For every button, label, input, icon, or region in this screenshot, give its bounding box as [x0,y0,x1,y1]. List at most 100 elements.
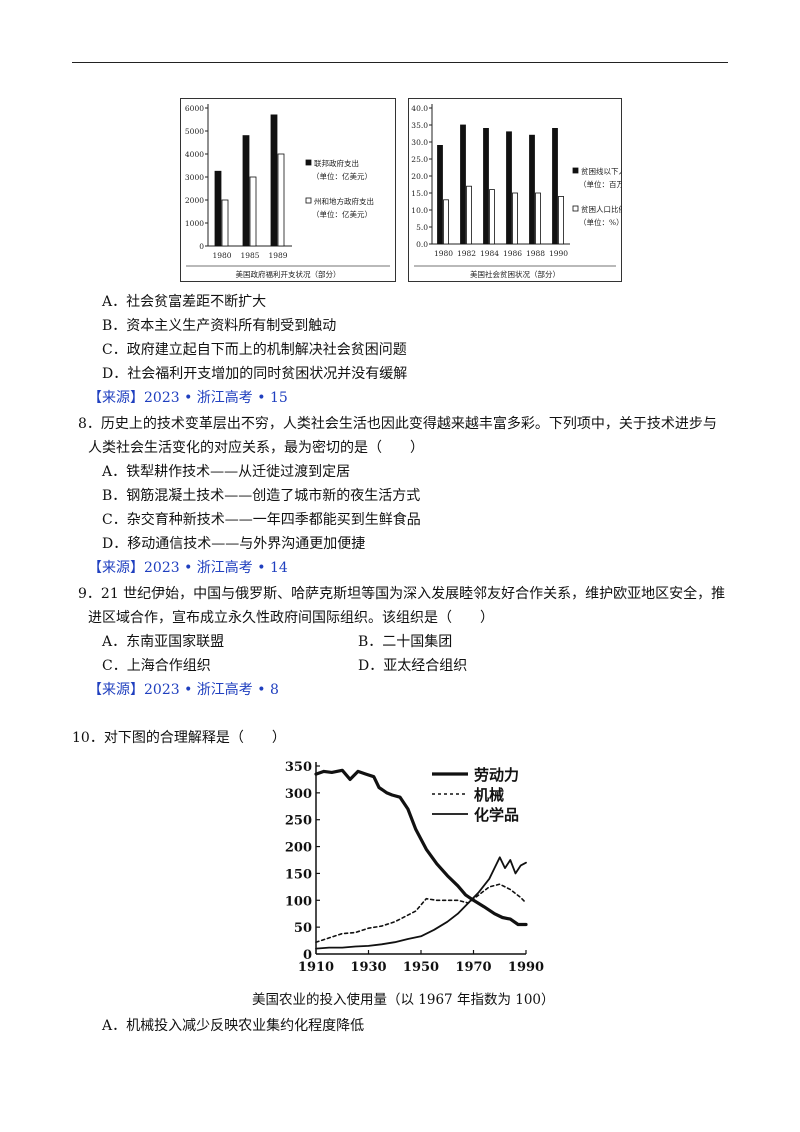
agri-y-tick-label: 100 [285,894,312,909]
agri-x-tick-label: 1930 [350,960,386,975]
poverty-chart-y-tick-label: 15.0 [411,189,428,198]
poverty-chart-y-tick-label: 35.0 [411,121,428,130]
q7-option-b: B．资本主义生产资料所有制受到触动 [102,318,337,334]
q8-stem-line-2: 人类社会生活变化的对应关系，最为密切的是（ ） [88,440,424,456]
poverty-chart-y-tick-label: 0.0 [416,240,428,249]
poverty-chart-x-tick-label: 1980 [434,249,453,258]
poverty-chart-y-tick-label: 25.0 [411,155,428,164]
q8-source: 【来源】2023 • 浙江高考 • 14 [88,560,288,576]
poverty-chart-legend-name: 贫困人口比例 [581,204,622,214]
welfare-chart-y-tick-label: 2000 [185,196,204,205]
agri-x-tick-label: 1910 [298,960,334,975]
agri-series-bold-line [314,768,528,927]
agri-y-tick-label: 350 [285,760,312,775]
agri-x-tick-label: 1990 [508,960,544,975]
poverty-chart-bar [535,192,541,245]
q10-chart-caption: 美国农业的投入使用量（以 1967 年指数为 100） [252,992,555,1008]
poverty-chart-y-tick-label: 10.0 [411,206,428,215]
agriculture-input-svg: 0 50 100 150 200 250 300 350 1910 1930 1950 1970 199… [285,760,544,975]
poverty-chart-y-tick-label: 5.0 [416,223,428,232]
q9-stem-line-2: 进区域合作，宣布成立永久性政府间国际组织。该组织是（ ） [88,610,494,626]
q9-option-b: B．二十国集团 [358,634,453,650]
poverty-chart-y-tick-label: 40.0 [411,104,428,113]
welfare-chart-caption: 美国政府福利开支状况（部分） [236,269,341,279]
agri-legend-label: 机械 [474,786,504,804]
welfare-chart-legend-swatch [305,197,312,204]
poverty-chart-legend-unit: （单位：%） [579,217,622,227]
poverty-chart-bar [489,189,495,245]
welfare-chart-bar [242,135,250,247]
welfare-chart-legend-swatch [305,159,312,166]
welfare-chart-bar [214,170,222,247]
q9-option-c: C．上海合作组织 [102,658,211,674]
q7-option-a: A．社会贫富差距不断扩大 [102,294,267,310]
poverty-chart-caption: 美国社会贫困状况（部分） [470,269,560,279]
agri-legend-label: 化学品 [474,806,519,824]
welfare-chart-legend-unit: （单位：亿美元） [312,209,372,219]
poverty-chart-x-tick-label: 1986 [503,249,522,258]
welfare-chart-x-tick-label: 1989 [268,251,287,260]
agri-y-tick-label: 150 [285,867,312,882]
poverty-status-svg: 0.0 5.0 10.0 15.0 20.0 25.0 30.0 35.0 40.0 1980 19… [408,98,634,282]
q7-option-d: D．社会福利开支增加的同时贫困状况并没有缓解 [102,366,408,382]
poverty-chart-bar [506,131,512,245]
agri-y-tick-label: 300 [285,787,312,802]
welfare-chart-legend-name: 联邦政府支出 [314,158,359,168]
poverty-status-chart: 0.0 5.0 10.0 15.0 20.0 25.0 30.0 35.0 40.0 1980 19… [408,98,634,282]
welfare-chart-bar [221,199,229,247]
q8-stem-line-1: 8．历史上的技术变革层出不穷，人类社会生活也因此变得越来越丰富多彩。下列项中，关… [78,416,717,432]
welfare-chart-legend-name: 州和地方政府支出 [314,196,374,206]
poverty-chart-y-tick-label: 30.0 [411,138,428,147]
welfare-chart-x-tick-label: 1980 [212,251,231,260]
poverty-chart-bar [466,185,472,245]
welfare-chart-legend-unit: （单位：亿美元） [312,171,372,181]
header-rule [72,62,728,63]
welfare-chart-y-tick-label: 0 [199,242,204,251]
q8-option-d: D．移动通信技术——与外界沟通更加便捷 [102,536,366,552]
poverty-chart-x-tick-label: 1988 [526,249,545,258]
agri-series-dashed-line [315,883,527,943]
poverty-chart-y-tick-label: 20.0 [411,172,428,181]
q9-option-a: A．东南亚国家联盟 [102,634,225,650]
poverty-chart-x-tick-label: 1982 [457,249,476,258]
agri-y-tick-label: 250 [285,814,312,829]
welfare-chart-y-tick-label: 4000 [185,150,204,159]
agriculture-input-chart: 0 50 100 150 200 250 300 350 1910 1930 1950 1970 199… [268,754,578,984]
q9-source: 【来源】2023 • 浙江高考 • 8 [88,682,279,698]
q7-source: 【来源】2023 • 浙江高考 • 15 [88,390,288,406]
poverty-chart-bar [552,127,558,245]
poverty-chart-bar [460,124,466,245]
agri-legend-label: 劳动力 [474,766,519,784]
welfare-chart-y-tick-label: 5000 [185,127,204,136]
q7-option-c: C．政府建立起自下而上的机制解决社会贫困问题 [102,342,407,358]
poverty-chart-legend-swatch [572,205,579,212]
poverty-chart-legend-name: 贫困线以下人数 [581,166,622,176]
poverty-chart-legend-unit: （单位：百万） [579,179,622,189]
poverty-chart-legend-swatch [572,167,579,174]
poverty-chart-x-tick-label: 1990 [549,249,568,258]
welfare-chart-y-tick-label: 1000 [185,219,204,228]
poverty-chart-frame [408,98,622,282]
welfare-chart-bar [270,114,278,247]
poverty-chart-bar [443,199,449,245]
poverty-chart-bar [529,134,535,245]
welfare-spending-chart: 0 1000 2000 3000 4000 5000 6000 1980 1985 1989 美国政… [180,98,396,282]
q9-option-d: D．亚太经合组织 [358,658,468,674]
agri-series-thin-line [315,856,527,950]
poverty-chart-bar [483,127,489,245]
agri-x-tick-label: 1950 [403,960,439,975]
q8-option-a: A．铁犁耕作技术——从迁徙过渡到定居 [102,464,351,480]
q8-option-b: B．钢筋混凝土技术——创造了城市新的夜生活方式 [102,488,421,504]
poverty-chart-bar [437,145,443,245]
q10-option-a: A．机械投入减少反映农业集约化程度降低 [102,1018,365,1034]
agri-y-tick-label: 0 [303,948,312,963]
welfare-chart-y-tick-label: 6000 [185,104,204,113]
q8-option-c: C．杂交育种新技术——一年四季都能买到生鲜食品 [102,512,421,528]
poverty-chart-bar [512,192,518,245]
welfare-chart-y-tick-label: 3000 [185,173,204,182]
poverty-chart-bar [558,196,564,245]
agri-y-tick-label: 50 [294,921,312,936]
q10-stem: 10．对下图的合理解释是（ ） [72,730,286,746]
poverty-chart-x-tick-label: 1984 [480,249,499,258]
q9-stem-line-1: 9．21 世纪伊始，中国与俄罗斯、哈萨克斯坦等国为深入发展睦邻友好合作关系，维护… [78,586,726,602]
